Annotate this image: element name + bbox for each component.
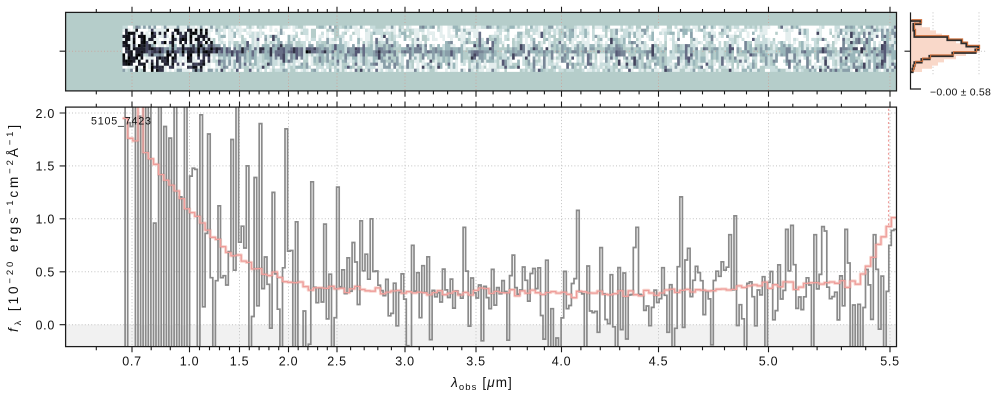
svg-text:3.0: 3.0 [395,355,414,369]
svg-text:1.5: 1.5 [230,355,249,369]
svg-text:0.7: 0.7 [122,355,141,369]
svg-text:fλ [10−20 ergs−1cm−2Å−1]: fλ [10−20 ergs−1cm−2Å−1] [5,122,24,332]
svg-text:5105_7423: 5105_7423 [91,116,152,128]
svg-text:1.0: 1.0 [180,355,199,369]
svg-text:5.5: 5.5 [880,355,899,369]
svg-text:1.0: 1.0 [36,213,55,227]
svg-text:5.0: 5.0 [759,355,778,369]
svg-text:0.5: 0.5 [36,266,55,280]
svg-text:−0.00 ± 0.58: −0.00 ± 0.58 [930,87,991,99]
svg-text:λobs [μm]: λobs [μm] [450,375,513,393]
svg-text:2.0: 2.0 [279,355,298,369]
svg-text:1.5: 1.5 [36,160,55,174]
svg-text:3.5: 3.5 [466,355,485,369]
svg-text:2.5: 2.5 [327,355,346,369]
svg-text:2.0: 2.0 [36,107,55,121]
svg-text:4.5: 4.5 [649,355,668,369]
svg-text:0.0: 0.0 [36,319,55,333]
svg-text:4.0: 4.0 [552,355,571,369]
